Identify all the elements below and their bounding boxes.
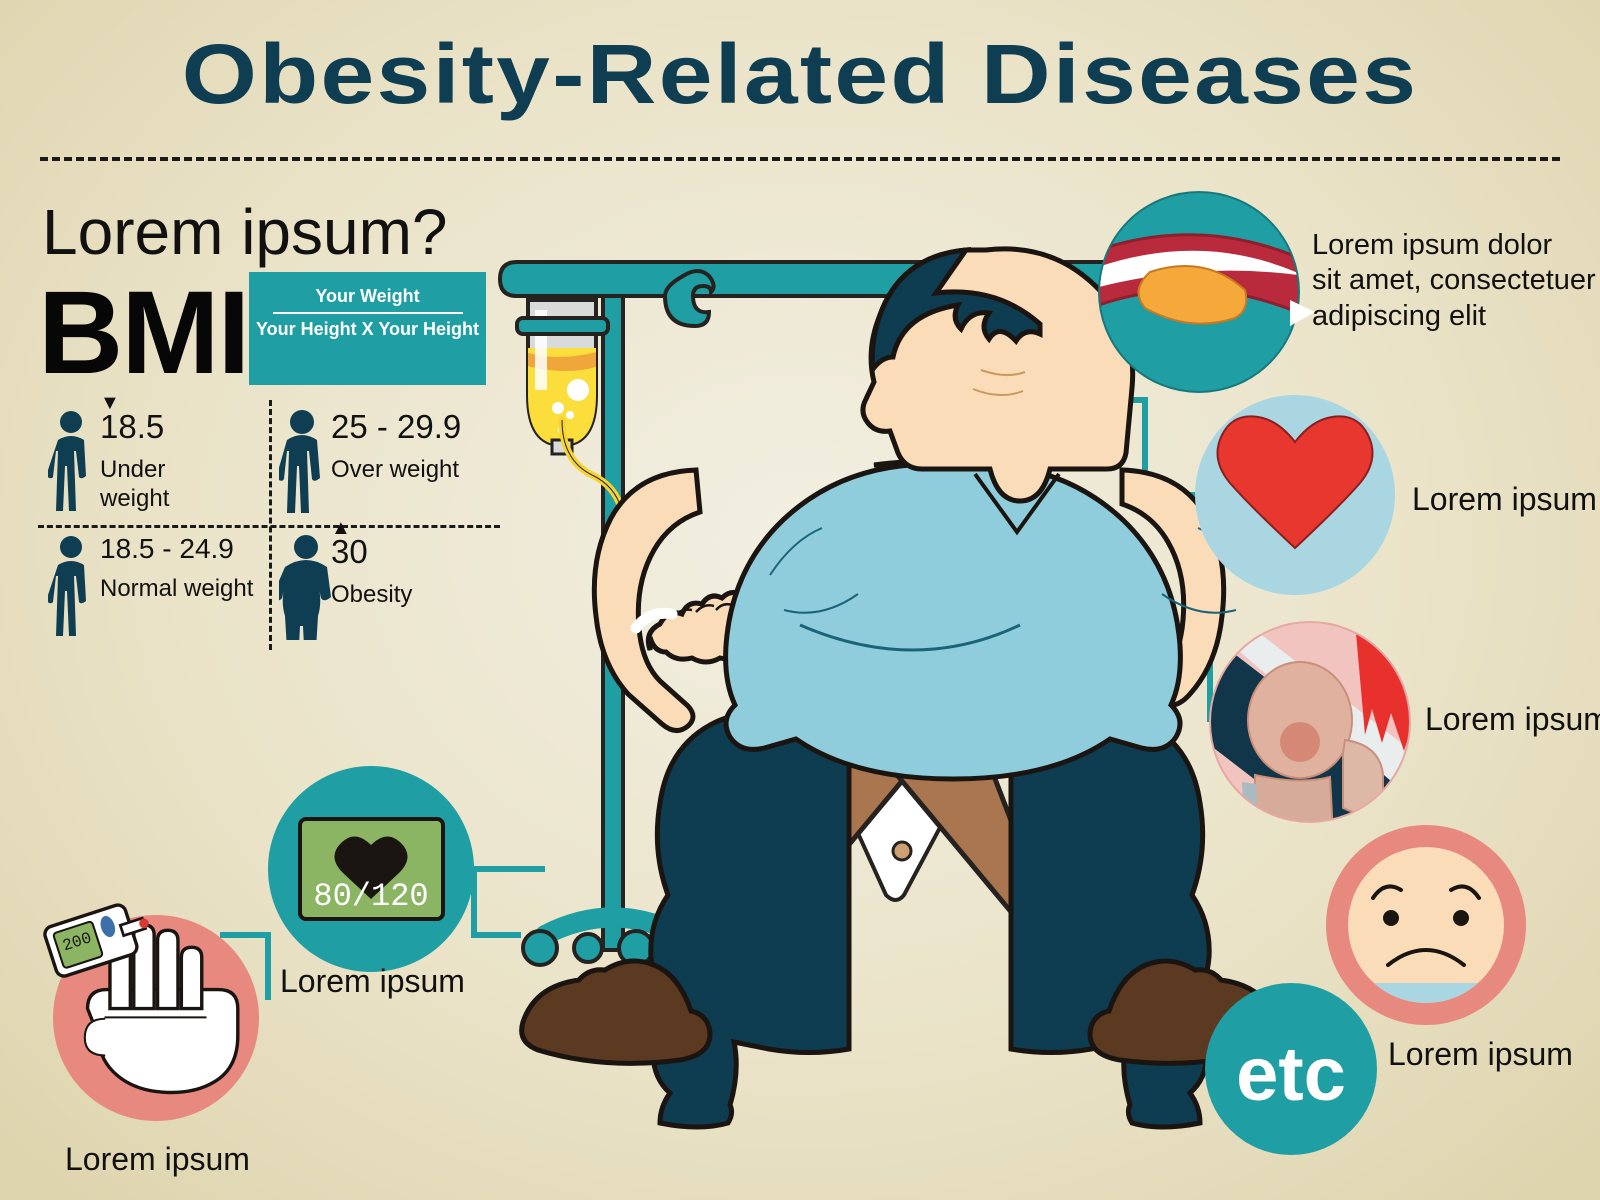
svg-text:200: 200: [60, 928, 94, 955]
svg-text:80/120: 80/120: [313, 878, 428, 915]
svg-text:etc: etc: [1236, 1032, 1346, 1117]
